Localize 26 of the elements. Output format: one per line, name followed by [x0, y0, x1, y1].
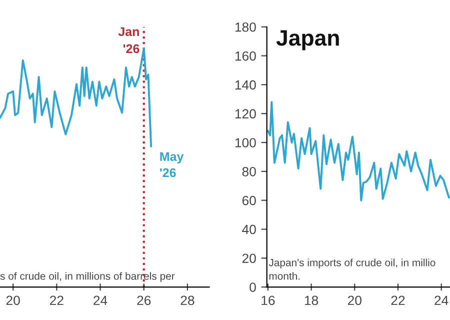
- annotation: Japan's imports of crude oil, in millio month.: [268, 258, 436, 280]
- x-tick-label: 20: [6, 296, 20, 306]
- x-tick-label: 24: [94, 296, 108, 305]
- y-tick-label: 80: [242, 166, 256, 176]
- x-tick-label: 20: [348, 296, 362, 306]
- y-tick-label: 0: [250, 282, 256, 292]
- x-tick-label: 16: [262, 296, 275, 306]
- annotation: May '26: [160, 152, 184, 178]
- x-tick-label: 22: [391, 296, 405, 305]
- y-tick-label: 20: [242, 254, 256, 264]
- x-tick-label: 28: [180, 296, 194, 306]
- y-tick-label: 120: [235, 109, 256, 119]
- annotation: s of crude oil, in millions of barrels per: [0, 272, 175, 282]
- x-tick-label: 18: [304, 296, 318, 306]
- y-tick-label: 180: [235, 22, 256, 32]
- chart-title: Japan: [276, 30, 339, 50]
- ref-line-label: Jan '26: [118, 27, 140, 54]
- y-tick-label: 140: [235, 80, 256, 90]
- x-tick-label: 26: [137, 296, 151, 306]
- line-series: [266, 101, 450, 202]
- x-tick-label: 24: [434, 296, 448, 305]
- y-tick-label: 60: [242, 196, 256, 206]
- y-tick-label: 160: [235, 51, 256, 61]
- x-tick-label: 22: [50, 296, 64, 305]
- y-tick-label: 40: [242, 224, 256, 234]
- y-tick-label: 100: [235, 138, 256, 148]
